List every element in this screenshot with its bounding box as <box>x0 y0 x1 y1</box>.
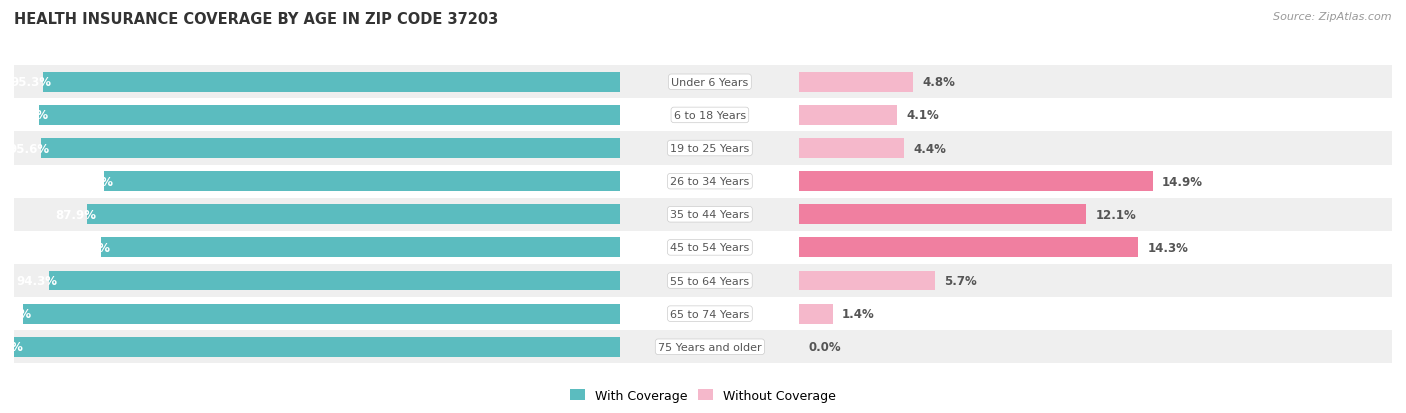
Bar <box>800 238 1139 258</box>
Text: 14.9%: 14.9% <box>1161 175 1204 188</box>
Bar <box>800 271 935 291</box>
Bar <box>14 264 620 297</box>
Bar <box>800 73 914 93</box>
Bar <box>800 172 1153 192</box>
Text: 14.3%: 14.3% <box>1147 241 1188 254</box>
Bar <box>800 330 1392 363</box>
Text: 55 to 64 Years: 55 to 64 Years <box>671 276 749 286</box>
Bar <box>39 106 620 126</box>
Bar <box>800 231 1392 264</box>
Bar <box>620 264 800 297</box>
Text: 95.3%: 95.3% <box>11 76 52 89</box>
Text: 95.6%: 95.6% <box>8 142 49 155</box>
Text: 100.0%: 100.0% <box>0 340 22 354</box>
Text: 0.0%: 0.0% <box>808 340 842 354</box>
Bar <box>14 198 620 231</box>
Bar <box>14 165 620 198</box>
Bar <box>14 297 620 330</box>
Bar <box>800 106 897 126</box>
Text: 95.9%: 95.9% <box>7 109 48 122</box>
Bar <box>620 231 800 264</box>
Bar <box>620 165 800 198</box>
Text: 75 Years and older: 75 Years and older <box>658 342 762 352</box>
Bar <box>800 264 1392 297</box>
Text: 4.1%: 4.1% <box>905 109 939 122</box>
Bar <box>800 66 1392 99</box>
Text: 12.1%: 12.1% <box>1095 208 1136 221</box>
Bar <box>800 132 1392 165</box>
Bar <box>800 99 1392 132</box>
Text: Source: ZipAtlas.com: Source: ZipAtlas.com <box>1274 12 1392 22</box>
Bar <box>14 231 620 264</box>
Bar <box>800 139 904 159</box>
Text: 35 to 44 Years: 35 to 44 Years <box>671 210 749 220</box>
Text: 5.7%: 5.7% <box>943 274 977 287</box>
Bar <box>42 73 620 93</box>
Bar <box>620 132 800 165</box>
Bar <box>800 304 832 324</box>
Bar <box>800 198 1392 231</box>
Bar <box>620 297 800 330</box>
Bar <box>14 330 620 363</box>
Text: 19 to 25 Years: 19 to 25 Years <box>671 144 749 154</box>
Bar <box>14 337 620 357</box>
Bar <box>800 205 1087 225</box>
Text: Under 6 Years: Under 6 Years <box>671 78 748 88</box>
Bar <box>49 271 620 291</box>
Bar <box>800 165 1392 198</box>
Text: 1.4%: 1.4% <box>842 307 875 320</box>
Text: 98.6%: 98.6% <box>0 307 32 320</box>
Bar <box>14 99 620 132</box>
Bar <box>101 238 620 258</box>
Text: HEALTH INSURANCE COVERAGE BY AGE IN ZIP CODE 37203: HEALTH INSURANCE COVERAGE BY AGE IN ZIP … <box>14 12 498 27</box>
Bar <box>14 132 620 165</box>
Bar <box>620 66 800 99</box>
Text: 26 to 34 Years: 26 to 34 Years <box>671 177 749 187</box>
Text: 85.7%: 85.7% <box>69 241 110 254</box>
Bar <box>620 330 800 363</box>
Bar <box>14 66 620 99</box>
Legend: With Coverage, Without Coverage: With Coverage, Without Coverage <box>565 384 841 407</box>
Bar <box>87 205 620 225</box>
Text: 45 to 54 Years: 45 to 54 Years <box>671 243 749 253</box>
Text: 65 to 74 Years: 65 to 74 Years <box>671 309 749 319</box>
Text: 4.8%: 4.8% <box>922 76 956 89</box>
Bar <box>800 297 1392 330</box>
Text: 87.9%: 87.9% <box>55 208 97 221</box>
Bar <box>620 99 800 132</box>
Text: 85.1%: 85.1% <box>73 175 114 188</box>
Bar <box>620 198 800 231</box>
Bar <box>22 304 620 324</box>
Text: 94.3%: 94.3% <box>17 274 58 287</box>
Text: 6 to 18 Years: 6 to 18 Years <box>673 111 747 121</box>
Bar <box>104 172 620 192</box>
Text: 4.4%: 4.4% <box>914 142 946 155</box>
Bar <box>41 139 620 159</box>
